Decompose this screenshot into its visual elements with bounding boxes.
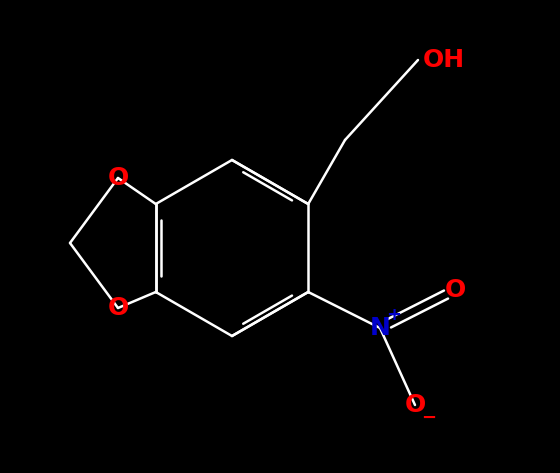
Text: O: O: [445, 278, 465, 302]
Text: O: O: [108, 296, 129, 320]
Text: N: N: [370, 316, 390, 340]
Text: OH: OH: [423, 48, 465, 72]
Text: +: +: [386, 306, 402, 324]
Text: −: −: [422, 409, 437, 427]
Text: O: O: [404, 393, 426, 417]
Text: O: O: [108, 166, 129, 190]
